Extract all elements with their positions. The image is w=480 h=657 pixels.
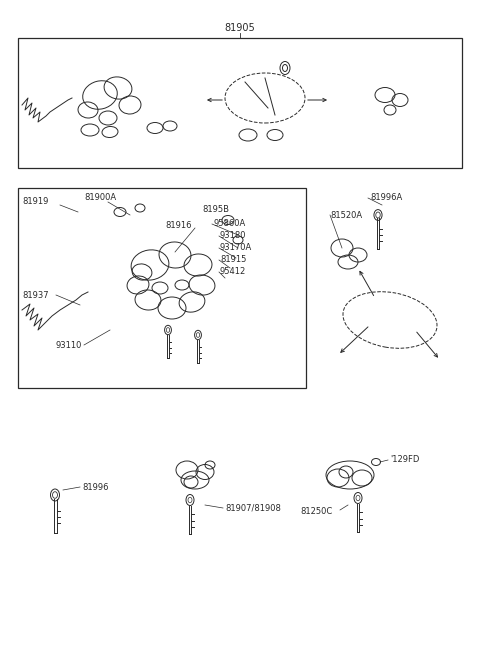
- Bar: [18, 188, 306, 388]
- Text: 93180: 93180: [220, 231, 247, 240]
- Text: 81919: 81919: [22, 198, 48, 206]
- Text: 81250C: 81250C: [300, 507, 332, 516]
- Text: 81996: 81996: [82, 482, 108, 491]
- Text: 81905: 81905: [225, 23, 255, 33]
- Text: 81907/81908: 81907/81908: [225, 503, 281, 512]
- Text: 95860A: 95860A: [213, 219, 245, 229]
- Text: 81996A: 81996A: [370, 193, 402, 202]
- Text: 8195B: 8195B: [202, 206, 229, 214]
- Text: 93110: 93110: [55, 340, 82, 350]
- Bar: [18, 38, 462, 168]
- Text: 81900A: 81900A: [84, 194, 116, 202]
- Text: 93170A: 93170A: [220, 244, 252, 252]
- Text: 81937: 81937: [22, 290, 48, 300]
- Text: 81520A: 81520A: [330, 210, 362, 219]
- Text: 95412: 95412: [220, 267, 246, 277]
- Text: '129FD: '129FD: [390, 455, 420, 464]
- Text: 81915: 81915: [220, 256, 246, 265]
- Text: 81916: 81916: [165, 221, 192, 229]
